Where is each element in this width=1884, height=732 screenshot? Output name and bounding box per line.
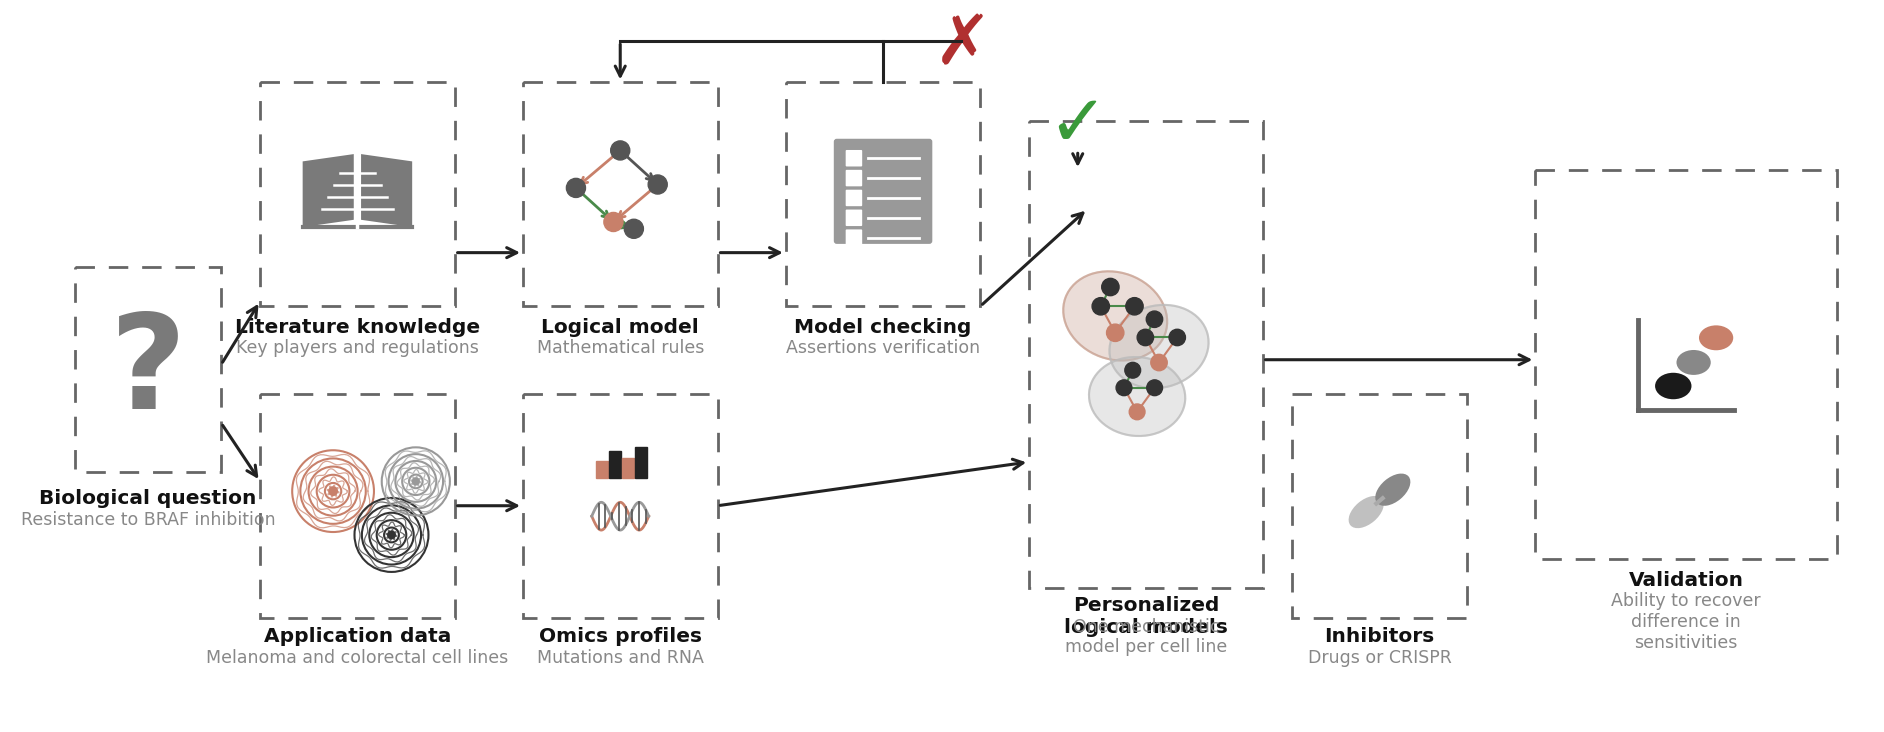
Bar [1535,170,1837,559]
Text: ✗: ✗ [934,12,993,79]
Text: Biological question: Biological question [40,489,256,508]
FancyBboxPatch shape [846,209,863,226]
FancyBboxPatch shape [846,190,863,206]
Text: Literature knowledge: Literature knowledge [236,318,480,337]
Text: Inhibitors: Inhibitors [1324,627,1434,646]
Circle shape [1138,329,1153,346]
Circle shape [605,212,624,231]
Polygon shape [362,154,413,227]
Bar [1292,394,1468,618]
Text: Resistance to BRAF inhibition: Resistance to BRAF inhibition [21,511,275,529]
FancyBboxPatch shape [846,150,863,166]
Circle shape [1106,324,1125,341]
FancyBboxPatch shape [846,170,863,187]
Text: Drugs or CRISPR: Drugs or CRISPR [1307,649,1451,667]
Text: One mechanistic
model per cell line: One mechanistic model per cell line [1064,618,1226,657]
Circle shape [386,531,396,539]
Bar [786,82,980,306]
Text: ✓: ✓ [1048,92,1108,160]
Circle shape [413,477,420,485]
Ellipse shape [1089,357,1185,436]
Text: Application data: Application data [264,627,450,646]
Bar [524,82,718,306]
FancyBboxPatch shape [835,139,933,244]
Circle shape [1102,278,1119,296]
Text: Assertions verification: Assertions verification [786,339,980,357]
Ellipse shape [1349,496,1383,529]
Bar [622,458,633,478]
Text: Ability to recover
difference in
sensitivities: Ability to recover difference in sensiti… [1611,592,1762,652]
Circle shape [567,179,586,198]
Polygon shape [303,154,354,227]
Ellipse shape [1110,305,1208,388]
Text: Mathematical rules: Mathematical rules [537,339,705,357]
Circle shape [1115,380,1132,395]
Bar [260,394,454,618]
Text: Melanoma and colorectal cell lines: Melanoma and colorectal cell lines [205,649,509,667]
Circle shape [328,486,337,496]
Ellipse shape [1699,325,1733,351]
Circle shape [1129,404,1145,419]
Ellipse shape [1375,474,1411,506]
Bar [524,394,718,618]
Circle shape [624,220,644,239]
Text: ?: ? [109,309,187,436]
Circle shape [1170,329,1185,346]
Text: Logical model: Logical model [541,318,699,337]
Bar [609,452,620,478]
Circle shape [1151,354,1168,370]
Bar [260,82,454,306]
Bar [595,461,607,478]
Text: Mutations and RNA: Mutations and RNA [537,649,703,667]
Bar [75,267,220,471]
Text: Omics profiles: Omics profiles [539,627,701,646]
Circle shape [1127,298,1144,315]
Text: Validation: Validation [1628,571,1743,590]
Circle shape [648,175,667,194]
Ellipse shape [1063,272,1168,361]
FancyBboxPatch shape [846,229,863,246]
Bar [635,447,646,478]
Bar [1029,122,1262,589]
Text: Model checking: Model checking [795,318,972,337]
Circle shape [1145,311,1162,327]
Circle shape [1147,380,1162,395]
Text: Key players and regulations: Key players and regulations [236,339,479,357]
Text: Personalized
logical models: Personalized logical models [1064,597,1228,638]
Circle shape [610,141,629,160]
Circle shape [1093,298,1110,315]
Circle shape [1125,362,1140,378]
Ellipse shape [1677,350,1711,375]
Ellipse shape [1654,373,1692,399]
